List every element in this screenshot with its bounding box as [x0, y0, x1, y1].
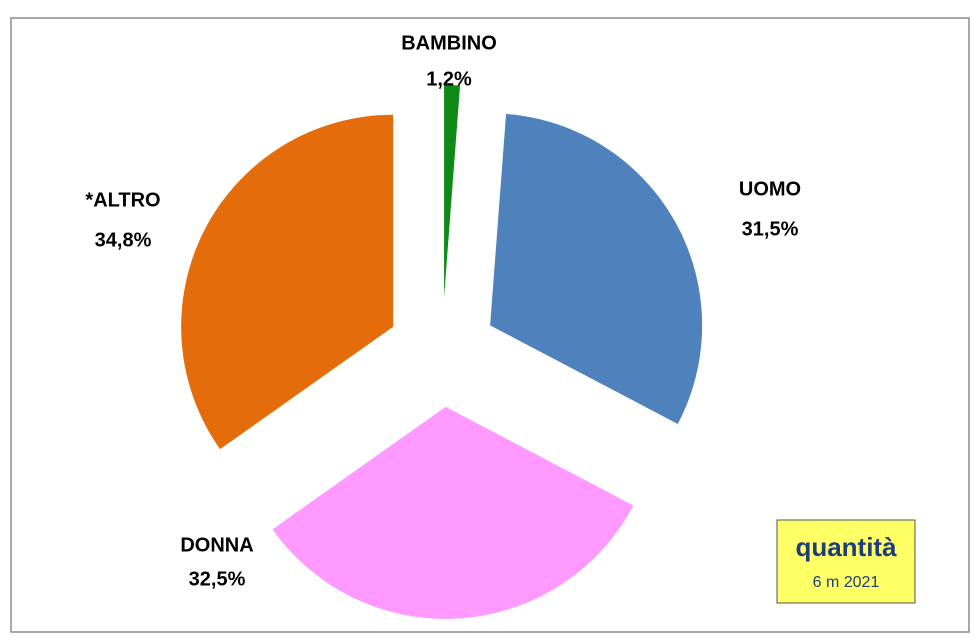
- pie-slice: [490, 113, 703, 424]
- slice-value-label: 32,5%: [189, 568, 246, 590]
- slice-category-label: *ALTRO: [85, 189, 160, 211]
- slice-category-label: UOMO: [739, 178, 801, 200]
- annotation-background: [776, 519, 916, 604]
- pie-slice: [272, 406, 634, 619]
- pie-slice: [181, 114, 394, 450]
- slice-value-label: 31,5%: [742, 218, 799, 240]
- pie-slice: [444, 85, 461, 298]
- annotation-subtitle: 6 m 2021: [813, 574, 880, 591]
- slice-category-label: DONNA: [180, 534, 253, 556]
- slice-category-label: BAMBINO: [401, 32, 497, 54]
- slice-value-label: 34,8%: [95, 229, 152, 251]
- annotation-title: quantità: [795, 532, 897, 562]
- slice-value-label: 1,2%: [426, 68, 472, 90]
- annotation-box: quantità 6 m 2021: [776, 519, 916, 604]
